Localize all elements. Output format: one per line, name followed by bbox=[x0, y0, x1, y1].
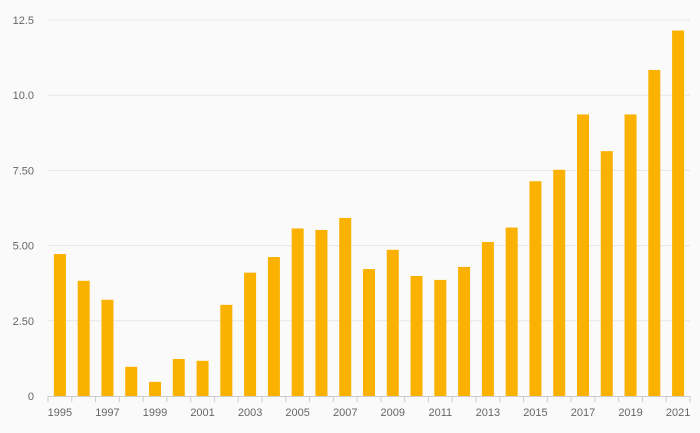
x-axis-tick-labels: 1995 1997 1999 2001 2003 2005 2007 2009 2011 2013… bbox=[48, 407, 691, 419]
bar-1996 bbox=[77, 280, 90, 396]
bar-2021 bbox=[672, 30, 685, 396]
y-tick-label: 5.00 bbox=[13, 241, 34, 253]
y-tick-label: 2.50 bbox=[13, 316, 34, 328]
bar-2012 bbox=[458, 266, 471, 396]
x-tick-label: 1995 bbox=[48, 407, 72, 419]
bar-2000 bbox=[172, 359, 185, 396]
bar-2018 bbox=[600, 151, 613, 396]
x-axis bbox=[47, 396, 691, 402]
x-tick-label: 2017 bbox=[571, 407, 595, 419]
bar-2017 bbox=[577, 114, 589, 396]
bar-2006 bbox=[315, 229, 328, 396]
bar-2020 bbox=[648, 69, 661, 396]
y-axis-tick-labels: 0 2.50 5.00 7.50 10.0 12.5 bbox=[13, 15, 34, 403]
x-tick-label: 2007 bbox=[333, 407, 357, 419]
bar-2015 bbox=[529, 181, 542, 396]
bar-2004 bbox=[267, 257, 280, 396]
bar-2014 bbox=[505, 227, 518, 396]
bar-2011 bbox=[434, 279, 447, 396]
x-tick-label: 1997 bbox=[95, 407, 119, 419]
bar-2007 bbox=[339, 217, 352, 396]
bar-2008 bbox=[363, 269, 375, 396]
bar-2009 bbox=[386, 249, 399, 396]
x-tick-label: 1999 bbox=[143, 407, 167, 419]
x-tick-label: 2011 bbox=[429, 407, 453, 419]
x-tick-label: 2009 bbox=[381, 407, 405, 419]
x-tick-label: 2001 bbox=[190, 407, 214, 419]
bar-2001 bbox=[196, 360, 209, 396]
bar-1998 bbox=[125, 366, 138, 396]
bar-2013 bbox=[481, 241, 494, 396]
bar-2003 bbox=[244, 272, 257, 396]
x-tick-label: 2015 bbox=[523, 407, 547, 419]
y-tick-label: 10.0 bbox=[13, 90, 34, 102]
bar-1997 bbox=[101, 299, 114, 396]
x-tick-label: 2021 bbox=[666, 407, 690, 419]
bar-2002 bbox=[220, 304, 233, 396]
x-tick-label: 2013 bbox=[476, 407, 500, 419]
bar-1999 bbox=[149, 381, 161, 396]
bar-2005 bbox=[291, 228, 304, 396]
bar-2010 bbox=[410, 275, 423, 396]
bar-2016 bbox=[553, 169, 566, 396]
y-tick-label: 12.5 bbox=[13, 15, 34, 27]
x-tick-label: 2003 bbox=[238, 407, 262, 419]
bars bbox=[53, 30, 685, 396]
x-tick-label: 2005 bbox=[285, 407, 309, 419]
bar-1995 bbox=[53, 254, 66, 396]
y-tick-label: 7.50 bbox=[13, 165, 34, 177]
y-tick-label: 0 bbox=[28, 391, 34, 403]
bar-2019 bbox=[624, 114, 637, 396]
x-tick-label: 2019 bbox=[618, 407, 642, 419]
